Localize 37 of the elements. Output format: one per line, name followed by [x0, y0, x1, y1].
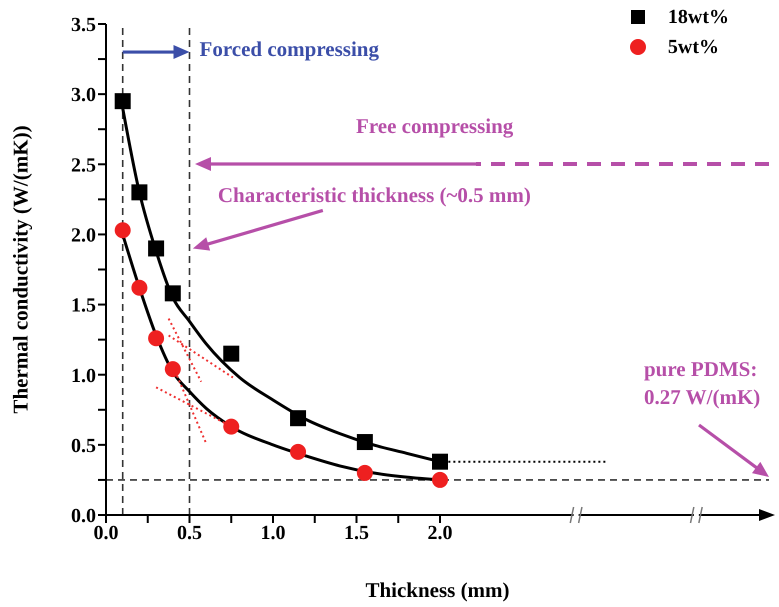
y-axis-title: Thermal conductivity (W/(mK)) — [8, 125, 32, 414]
annotation: Forced compressing — [200, 37, 379, 62]
point — [148, 330, 164, 346]
x-tick-label: 0.0 — [94, 522, 118, 544]
point — [164, 285, 181, 302]
y-tick-label: 0.0 — [71, 505, 96, 528]
y-tick-label: 1.5 — [71, 294, 96, 317]
point — [223, 418, 240, 435]
x-tick-label: 1.5 — [344, 522, 370, 544]
annotation: Characteristic thickness (~0.5 mm) — [218, 183, 531, 208]
point — [164, 361, 181, 378]
point — [432, 472, 448, 488]
point — [114, 222, 131, 238]
point — [131, 280, 148, 296]
y-tick-label: 2.0 — [71, 224, 96, 247]
annotation: Free compressing — [356, 114, 514, 139]
point — [432, 454, 448, 470]
point — [290, 410, 306, 426]
point — [290, 444, 306, 460]
point — [114, 93, 131, 110]
y-tick-label: 1.0 — [71, 364, 96, 387]
legend-label: 5wt% — [668, 36, 719, 58]
legend-label: 18wt% — [668, 6, 729, 28]
x-tick-label: 0.5 — [177, 522, 202, 544]
y-tick-label: 0.5 — [71, 434, 96, 457]
point — [356, 464, 373, 481]
point — [148, 240, 164, 256]
y-tick-label: 3.5 — [71, 14, 96, 36]
annotation: pure PDMS: 0.27 W/(mK) — [644, 356, 762, 411]
y-tick-label: 3.0 — [71, 84, 96, 106]
x-axis-title: Thickness (mm) — [365, 578, 510, 602]
x-tick-label: 1.0 — [260, 522, 286, 544]
y-tick-label: 2.5 — [71, 154, 96, 176]
point — [356, 434, 373, 450]
x-tick-label: 2.0 — [428, 522, 453, 544]
point — [223, 346, 240, 362]
point — [131, 184, 148, 200]
